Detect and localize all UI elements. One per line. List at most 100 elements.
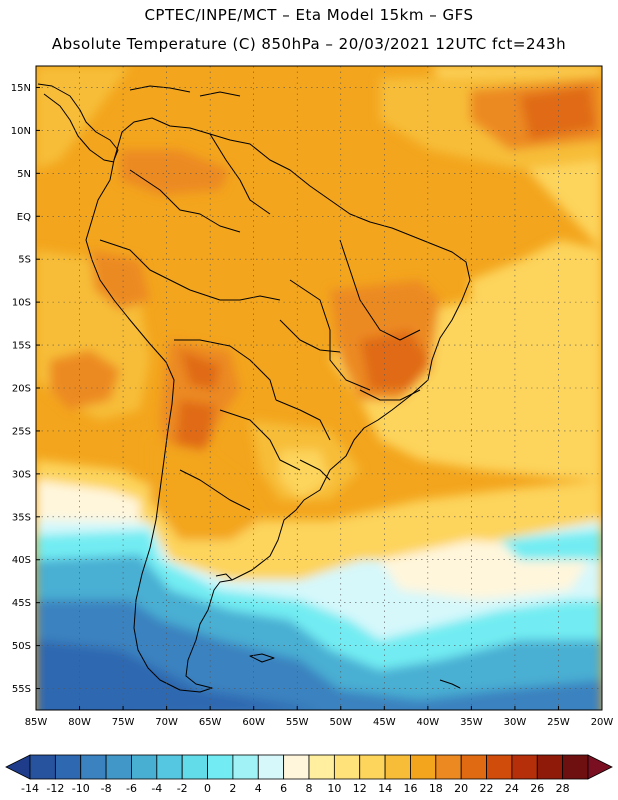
- colorbar-swatch: [283, 754, 310, 780]
- colorbar-swatch: [435, 754, 462, 780]
- colorbar-tick-label: -8: [101, 782, 112, 795]
- bolivia-border: [174, 339, 277, 401]
- colombia-border: [129, 169, 241, 233]
- colorbar-swatch: [105, 754, 132, 780]
- argentina-north-border: [219, 409, 301, 471]
- brazil-state-border-west: [289, 279, 371, 391]
- colorbar-swatch: [54, 754, 82, 780]
- latitude-label: 45S: [12, 598, 31, 609]
- colorbar-tick-label: 4: [255, 782, 262, 795]
- venezuela-border: [209, 133, 271, 215]
- latitude-label: EQ: [17, 212, 31, 223]
- latitude-label: 5N: [17, 169, 31, 180]
- ecuador-peru-border: [99, 239, 191, 291]
- colorbar-swatch: [29, 754, 56, 780]
- colorbar-low-end-triangle: [5, 754, 31, 780]
- central-america-pacific-coast: [43, 93, 115, 163]
- latitude-label: 25S: [12, 426, 31, 437]
- paraguay-border: [275, 399, 331, 441]
- latitude-label: 50S: [12, 641, 31, 652]
- colorbar-swatch: [308, 754, 335, 780]
- colorbar-tick-label: 20: [454, 782, 468, 795]
- longitude-label: 55W: [286, 717, 309, 728]
- coastline-and-borders: [37, 83, 471, 693]
- map-title-line-1: CPTEC/INPE/MCT – Eta Model 15km – GFS: [144, 6, 474, 24]
- colorbar-swatch: [257, 754, 285, 780]
- longitude-label: 25W: [547, 717, 570, 728]
- colorbar-tick-label: -4: [151, 782, 162, 795]
- colorbar-tick-label: -14: [21, 782, 39, 795]
- colorbar-tick-label: 12: [353, 782, 367, 795]
- colorbar-tick-label: 24: [505, 782, 519, 795]
- colorbar-swatch: [536, 754, 564, 780]
- longitude-label: 45W: [373, 717, 396, 728]
- latitude-label: 55S: [12, 684, 31, 695]
- colorbar-tick-label: 2: [229, 782, 236, 795]
- colorbar-swatch: [181, 754, 208, 780]
- colorbar-tick-label: 26: [530, 782, 544, 795]
- colorbar-swatch: [359, 754, 386, 780]
- latitude-labels: 15N 10N 5N EQ 5S 10S 15S 20S 25S 30S 35S 40S 45S 50S 5…: [11, 83, 40, 695]
- colorbar-tick-label: 18: [429, 782, 443, 795]
- latitude-label: 10S: [12, 298, 31, 309]
- colorbar-swatch: [207, 754, 234, 780]
- colorbar-high-end-triangle: [587, 754, 613, 780]
- colorbar-tick-label: 6: [280, 782, 287, 795]
- brazil-state-border-south: [279, 319, 341, 353]
- colorbar-swatch: [384, 754, 411, 780]
- greater-antilles: [199, 91, 241, 97]
- colorbar-tick-label: -12: [46, 782, 64, 795]
- argentina-interior-border: [179, 469, 251, 511]
- colorbar-tick-label: 22: [480, 782, 494, 795]
- longitude-label: 80W: [68, 717, 91, 728]
- latitude-label: 10N: [11, 126, 31, 137]
- colorbar-tick-label: 16: [403, 782, 417, 795]
- colorbar-tick-label: 14: [378, 782, 392, 795]
- longitude-label: 75W: [112, 717, 135, 728]
- brazil-state-border-central: [339, 239, 421, 341]
- longitude-labels: 85W 80W 75W 70W 65W 60W 55W 50W 45W 40W 35W 30W 25W 2…: [25, 706, 614, 728]
- longitude-label: 50W: [329, 717, 352, 728]
- caribbean-islands: [129, 85, 191, 93]
- colorbar-swatch: [131, 754, 158, 780]
- colorbar-tick-label: 8: [306, 782, 313, 795]
- falkland-islands: [249, 653, 275, 663]
- longitude-label: 40W: [417, 717, 440, 728]
- colorbar-swatch: [410, 754, 437, 780]
- longitude-label: 85W: [25, 717, 48, 728]
- colorbar-tick-label: -6: [126, 782, 137, 795]
- longitude-label: 60W: [242, 717, 265, 728]
- colorbar-swatch: [80, 754, 107, 780]
- latitude-label: 40S: [12, 555, 31, 566]
- lat-lon-grid: [35, 66, 603, 710]
- longitude-label: 20W: [591, 717, 614, 728]
- colorbar-swatch: [562, 754, 589, 780]
- latitude-label: 5S: [18, 255, 31, 266]
- colorbar-tick-label: -10: [72, 782, 90, 795]
- latitude-label: 15S: [12, 341, 31, 352]
- colorbar-swatch: [156, 754, 183, 780]
- latitude-label: 15N: [11, 83, 31, 94]
- peninsula-valdes: [215, 573, 233, 581]
- peru-brazil-border: [189, 289, 281, 301]
- south-america-coast: [85, 117, 471, 693]
- longitude-label: 70W: [155, 717, 178, 728]
- latitude-label: 35S: [12, 512, 31, 523]
- colorbar-swatch: [486, 754, 513, 780]
- south-georgia: [439, 679, 461, 689]
- colorbar-labels: -14 -12 -10 -8 -6 -4 -2 0 2 4 6 8 10 12 14 16 18 20 22 24 26…: [21, 782, 570, 795]
- map-title-line-2: Absolute Temperature (C) 850hPa – 20/03/…: [51, 35, 567, 53]
- colorbar-tick-label: -2: [177, 782, 188, 795]
- colorbar-tick-label: 10: [327, 782, 341, 795]
- colorbar-swatch: [333, 754, 361, 780]
- longitude-label: 30W: [504, 717, 527, 728]
- latitude-label: 30S: [12, 469, 31, 480]
- brazil-state-border-se: [359, 389, 421, 401]
- uruguay-border: [299, 459, 331, 481]
- central-america-coast: [37, 83, 119, 161]
- colorbar-tick-label: 0: [204, 782, 211, 795]
- latitude-label: 20S: [12, 384, 31, 395]
- colorbar-tick-label: 28: [556, 782, 570, 795]
- colorbar-swatch: [460, 754, 487, 780]
